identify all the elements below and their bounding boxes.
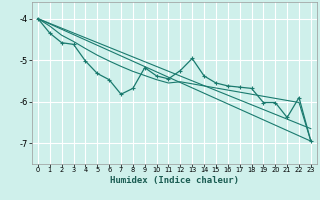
X-axis label: Humidex (Indice chaleur): Humidex (Indice chaleur) bbox=[110, 176, 239, 185]
